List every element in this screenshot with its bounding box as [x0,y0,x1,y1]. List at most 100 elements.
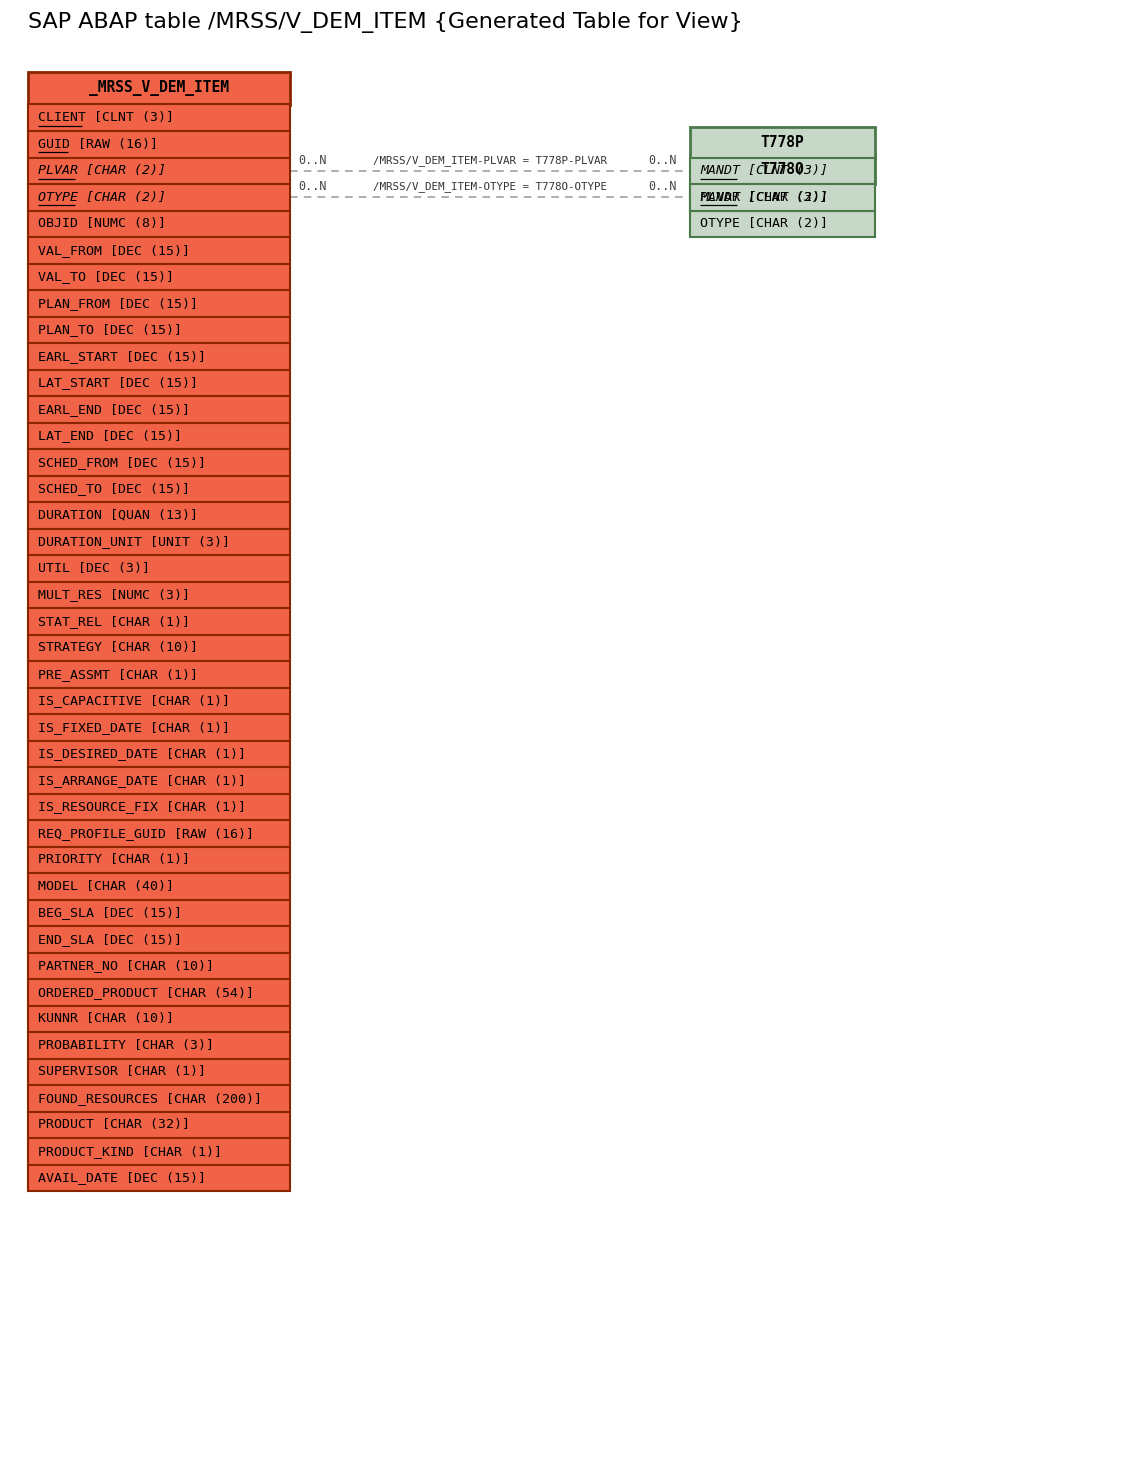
Bar [28,661,290,687]
Text: STRATEGY [CHAR (10)]: STRATEGY [CHAR (10)] [38,642,198,655]
Text: REQ_PROFILE_GUID [RAW (16)]: REQ_PROFILE_GUID [RAW (16)] [38,826,254,839]
Bar [28,343,290,369]
Text: EARL_END [DEC (15)]: EARL_END [DEC (15)] [38,403,189,416]
Bar [28,476,290,502]
Text: T778O: T778O [761,161,805,176]
Text: UTIL [DEC (3)]: UTIL [DEC (3)] [38,561,150,574]
Bar [28,1005,290,1031]
Text: OTYPE [CHAR (2)]: OTYPE [CHAR (2)] [38,190,166,204]
Bar [28,713,290,740]
Text: PRE_ASSMT [CHAR (1)]: PRE_ASSMT [CHAR (1)] [38,668,198,681]
Bar [28,820,290,847]
Bar [28,158,290,185]
Text: DURATION [QUAN (13)]: DURATION [QUAN (13)] [38,508,198,522]
Bar [691,158,876,185]
Text: MANDT [CLNT (3)]: MANDT [CLNT (3)] [700,190,828,204]
Bar [28,369,290,396]
Text: IS_FIXED_DATE [CHAR (1)]: IS_FIXED_DATE [CHAR (1)] [38,721,230,734]
Bar [28,448,290,476]
Text: IS_ARRANGE_DATE [CHAR (1)]: IS_ARRANGE_DATE [CHAR (1)] [38,774,245,787]
Text: GUID [RAW (16)]: GUID [RAW (16)] [38,138,158,151]
Text: OBJID [NUMC (8)]: OBJID [NUMC (8)] [38,217,166,230]
Text: EARL_START [DEC (15)]: EARL_START [DEC (15)] [38,350,206,363]
Bar [28,185,290,211]
Text: BEG_SLA [DEC (15)]: BEG_SLA [DEC (15)] [38,907,182,919]
Bar [28,555,290,582]
Text: LAT_START [DEC (15)]: LAT_START [DEC (15)] [38,377,198,390]
Text: PLAN_TO [DEC (15)]: PLAN_TO [DEC (15)] [38,324,182,337]
Bar [28,1031,290,1059]
Bar [28,873,290,900]
Bar [28,952,290,979]
Text: SAP ABAP table /MRSS/V_DEM_ITEM {Generated Table for View}: SAP ABAP table /MRSS/V_DEM_ITEM {Generat… [28,12,743,34]
Text: 0..N: 0..N [298,180,326,193]
Bar [691,154,876,185]
Text: SCHED_FROM [DEC (15)]: SCHED_FROM [DEC (15)] [38,456,206,469]
Bar [28,422,290,448]
Bar [28,130,290,158]
Text: MANDT [CLNT (3)]: MANDT [CLNT (3)] [700,164,828,177]
Bar [28,72,290,104]
Bar [691,185,876,211]
Bar [28,768,290,794]
Bar [28,264,290,290]
Text: AVAIL_DATE [DEC (15)]: AVAIL_DATE [DEC (15)] [38,1171,206,1184]
Bar [691,127,876,158]
Bar [28,926,290,952]
Bar [28,529,290,555]
Bar [28,1138,290,1165]
Text: PRIORITY [CHAR (1)]: PRIORITY [CHAR (1)] [38,853,189,866]
Text: PLAN_FROM [DEC (15)]: PLAN_FROM [DEC (15)] [38,297,198,309]
Text: VAL_TO [DEC (15)]: VAL_TO [DEC (15)] [38,270,174,283]
Text: STAT_REL [CHAR (1)]: STAT_REL [CHAR (1)] [38,615,189,627]
Text: FOUND_RESOURCES [CHAR (200)]: FOUND_RESOURCES [CHAR (200)] [38,1091,262,1105]
Bar [28,1086,290,1112]
Text: SCHED_TO [DEC (15)]: SCHED_TO [DEC (15)] [38,482,189,495]
Text: /MRSS/V_DEM_ITEM-PLVAR = T778P-PLVAR: /MRSS/V_DEM_ITEM-PLVAR = T778P-PLVAR [373,155,606,166]
Text: ORDERED_PRODUCT [CHAR (54)]: ORDERED_PRODUCT [CHAR (54)] [38,986,254,999]
Text: PRODUCT_KIND [CHAR (1)]: PRODUCT_KIND [CHAR (1)] [38,1144,222,1157]
Bar [28,687,290,713]
Bar [28,502,290,529]
Text: MULT_RES [NUMC (3)]: MULT_RES [NUMC (3)] [38,589,189,601]
Text: END_SLA [DEC (15)]: END_SLA [DEC (15)] [38,933,182,946]
Bar [28,237,290,264]
Text: MODEL [CHAR (40)]: MODEL [CHAR (40)] [38,880,174,892]
Text: CLIENT [CLNT (3)]: CLIENT [CLNT (3)] [38,111,174,125]
Bar [28,979,290,1005]
Bar [28,316,290,343]
Bar [28,290,290,316]
Text: DURATION_UNIT [UNIT (3)]: DURATION_UNIT [UNIT (3)] [38,535,230,548]
Bar [28,740,290,768]
Bar [691,211,876,237]
Bar [691,185,876,211]
Bar [28,582,290,608]
Bar [28,794,290,820]
Text: IS_RESOURCE_FIX [CHAR (1)]: IS_RESOURCE_FIX [CHAR (1)] [38,800,245,813]
Bar [28,1059,290,1086]
Text: LAT_END [DEC (15)]: LAT_END [DEC (15)] [38,429,182,442]
Text: OTYPE [CHAR (2)]: OTYPE [CHAR (2)] [700,217,828,230]
Text: PRODUCT [CHAR (32)]: PRODUCT [CHAR (32)] [38,1118,189,1131]
Text: PLVAR [CHAR (2)]: PLVAR [CHAR (2)] [38,164,166,177]
Text: /MRSS/V_DEM_ITEM-OTYPE = T778O-OTYPE: /MRSS/V_DEM_ITEM-OTYPE = T778O-OTYPE [373,182,606,192]
Text: 0..N: 0..N [648,180,676,193]
Bar [28,847,290,873]
Bar [28,1165,290,1191]
Text: SUPERVISOR [CHAR (1)]: SUPERVISOR [CHAR (1)] [38,1065,206,1078]
Text: IS_CAPACITIVE [CHAR (1)]: IS_CAPACITIVE [CHAR (1)] [38,694,230,708]
Text: VAL_FROM [DEC (15)]: VAL_FROM [DEC (15)] [38,243,189,256]
Bar [28,634,290,661]
Bar [28,104,290,130]
Text: _MRSS_V_DEM_ITEM: _MRSS_V_DEM_ITEM [89,81,229,97]
Text: T778P: T778P [761,135,805,149]
Bar [28,1112,290,1138]
Text: PLVAR [CHAR (2)]: PLVAR [CHAR (2)] [700,190,828,204]
Bar [28,608,290,634]
Text: KUNNR [CHAR (10)]: KUNNR [CHAR (10)] [38,1012,174,1026]
Text: IS_DESIRED_DATE [CHAR (1)]: IS_DESIRED_DATE [CHAR (1)] [38,747,245,760]
Bar [28,396,290,422]
Text: PARTNER_NO [CHAR (10)]: PARTNER_NO [CHAR (10)] [38,960,214,973]
Text: PROBABILITY [CHAR (3)]: PROBABILITY [CHAR (3)] [38,1039,214,1052]
Text: 0..N: 0..N [298,154,326,167]
